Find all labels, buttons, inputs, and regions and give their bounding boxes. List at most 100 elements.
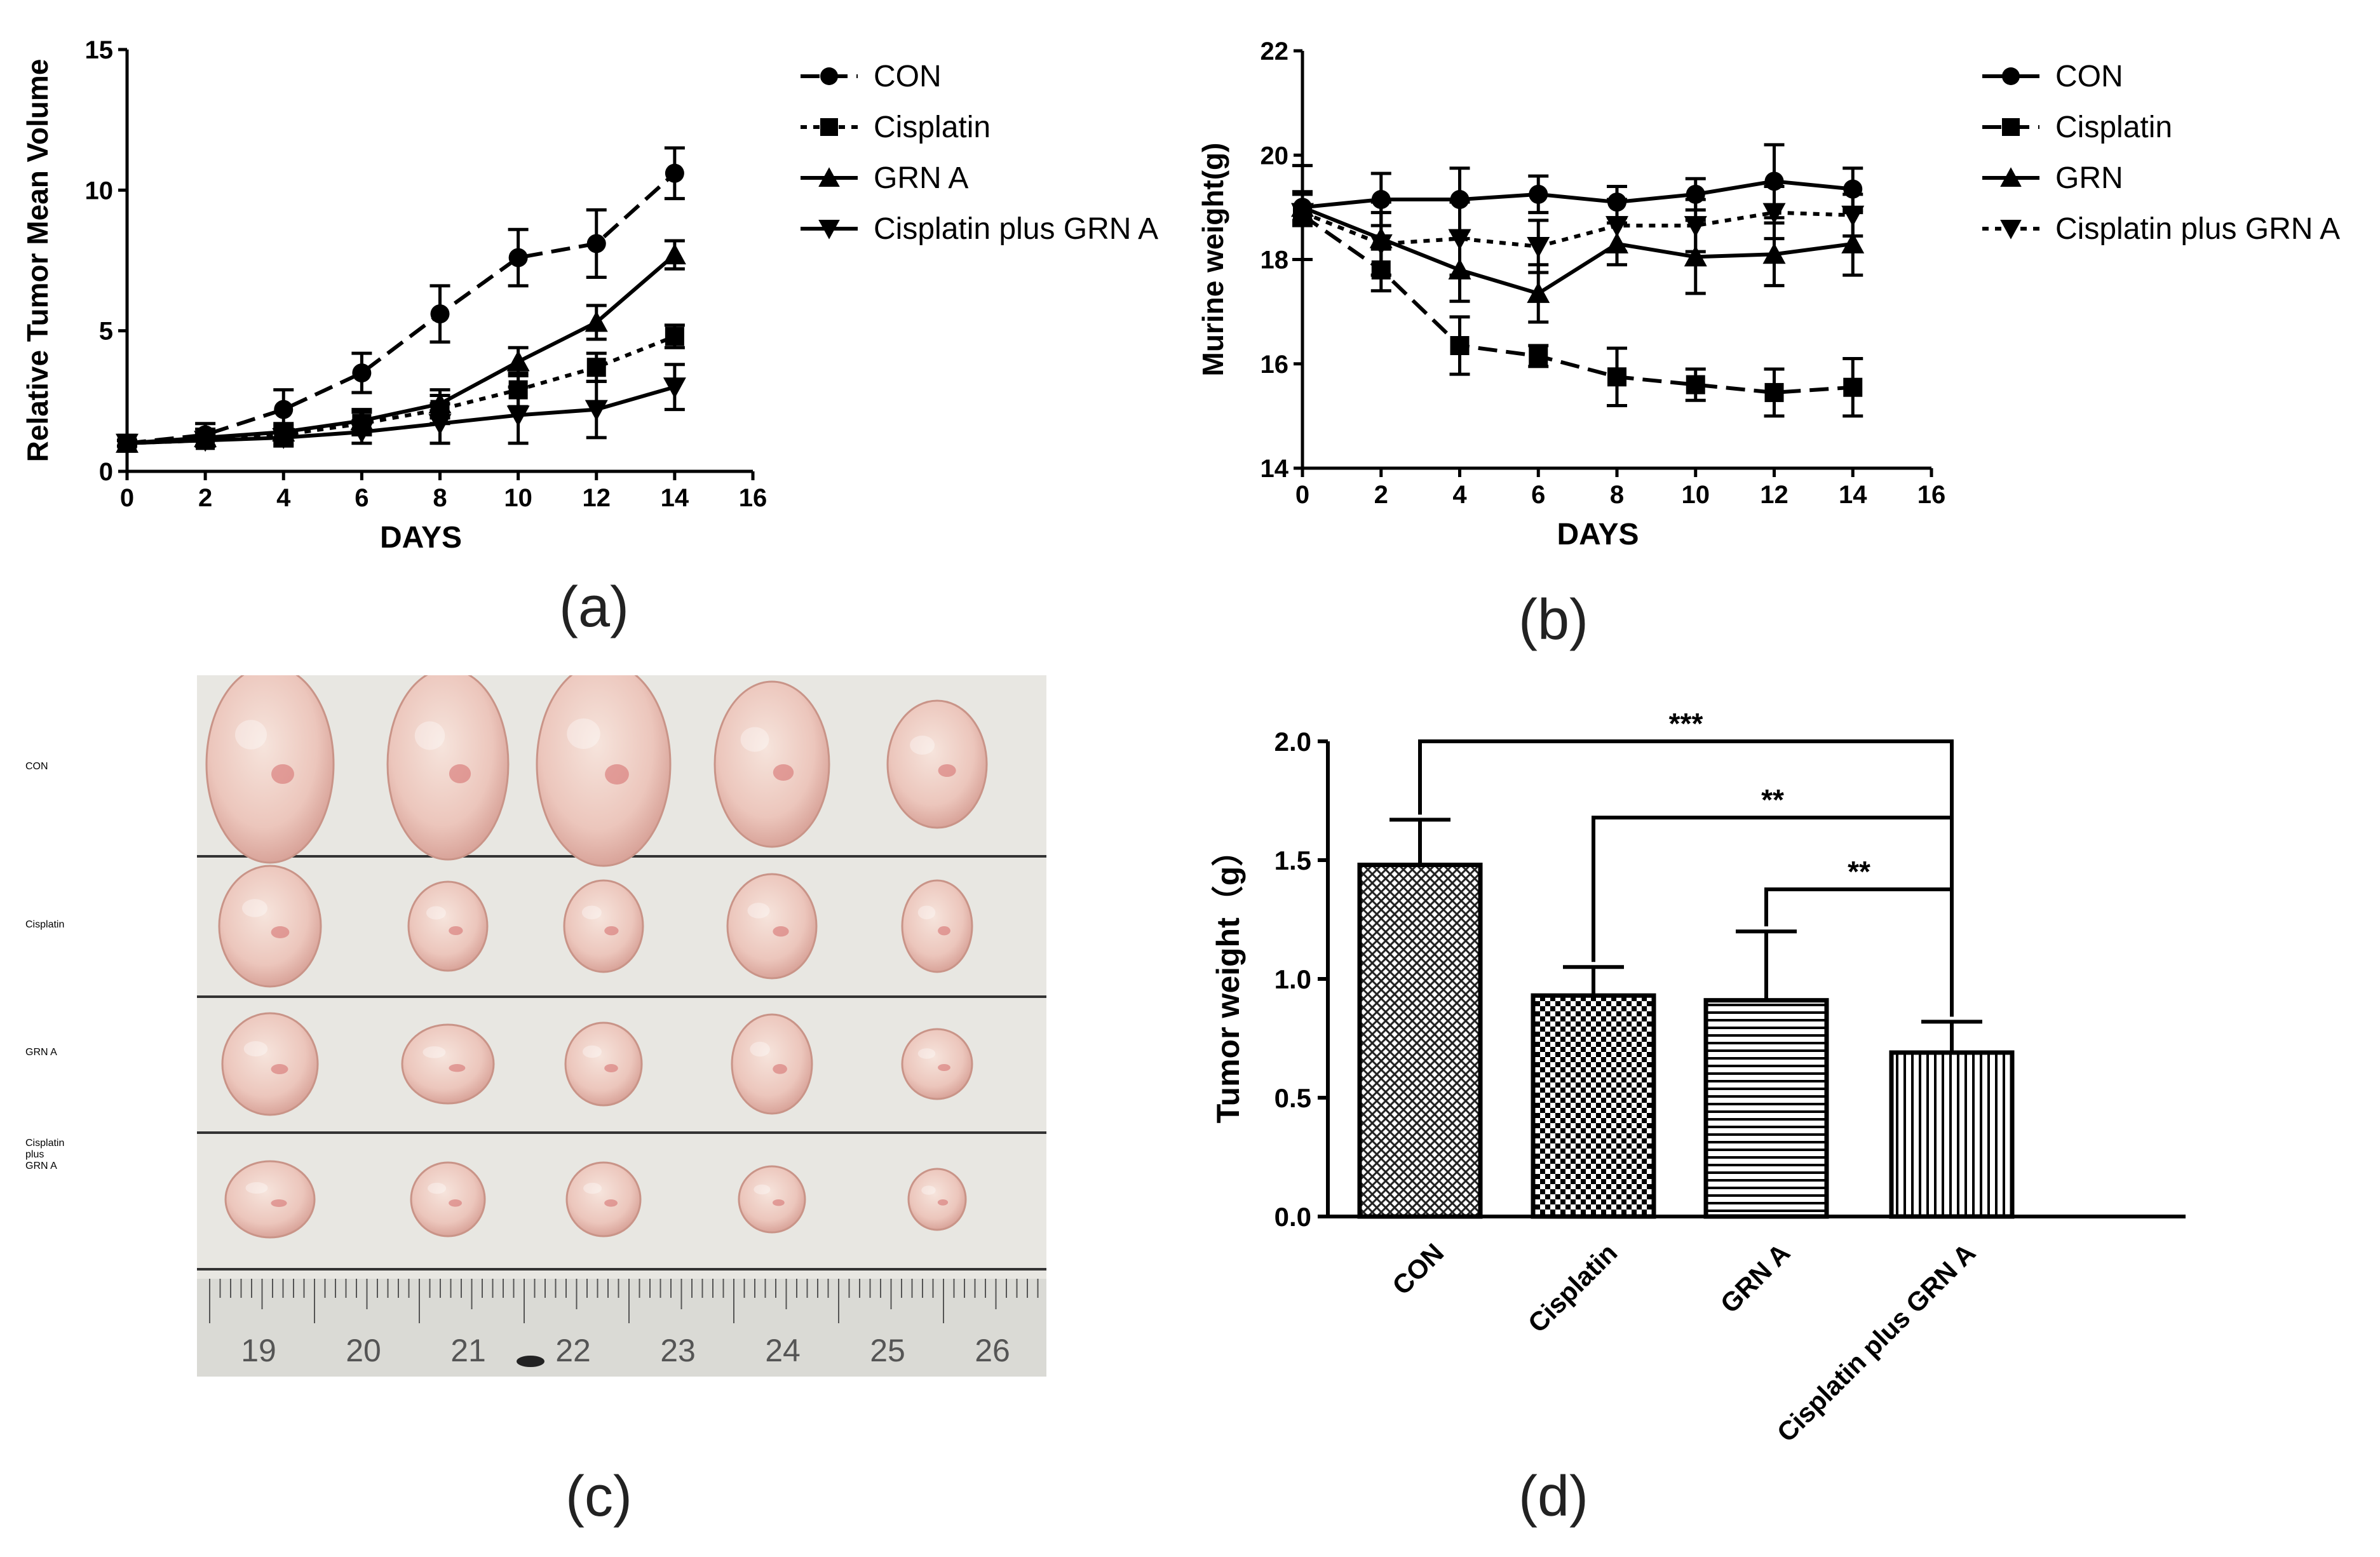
tumor-highlight	[910, 736, 935, 755]
x-tick-label: 2	[1374, 481, 1388, 509]
tumor-spot	[773, 1199, 785, 1206]
axes: 0 2 4 6 8 10 12 14 16 0 5 10 15 DAYS Relative Tumor Me…	[21, 36, 767, 555]
x-tick-label: 14	[1839, 481, 1867, 509]
series-0: CON	[117, 60, 942, 453]
tumor	[205, 675, 335, 864]
tumor-highlight	[428, 1182, 447, 1194]
ruler-number: 26	[975, 1333, 1010, 1368]
series-line	[1302, 179, 1853, 210]
series-line	[126, 253, 676, 445]
x-tick-label: CON	[1386, 1237, 1449, 1300]
tumor-spot	[773, 764, 794, 781]
tumor	[564, 1021, 643, 1107]
data-point	[1841, 232, 1865, 253]
tumor-body	[563, 879, 644, 973]
data-point	[116, 433, 139, 455]
tumor-highlight	[567, 718, 600, 749]
data-point	[1684, 216, 1707, 238]
tumor	[726, 873, 818, 980]
legend-marker	[820, 67, 838, 85]
tumor-spot	[271, 926, 290, 938]
row-label-line: CON	[25, 761, 48, 772]
significance: *******	[1418, 707, 1954, 1017]
significance-bracket	[1592, 816, 1954, 1017]
legend-marker	[2002, 67, 2020, 85]
row-label-line: GRN A	[25, 1047, 57, 1058]
tumor-highlight	[750, 1041, 770, 1057]
tumor-body	[901, 1028, 973, 1100]
bar-group-2: GRN A	[1703, 929, 1829, 1319]
photo-drawing: 19 20 21 22 23 24 25 26	[197, 675, 1046, 1377]
axes: 0 2 4 6 8 10 12 14 16 14 16 18 20 22 DAYS Murine weight…	[1196, 37, 1945, 551]
tumor-highlight	[581, 905, 602, 920]
tumor-spot	[604, 1199, 618, 1207]
data-point	[506, 405, 530, 427]
x-tick-label: 14	[661, 484, 689, 512]
series-3: Cisplatin plus GRN A	[1291, 164, 2340, 277]
tumor-spot	[938, 1064, 950, 1071]
series-line	[1301, 205, 1853, 296]
series-line	[1301, 210, 1853, 249]
y-tick-label: 0.5	[1275, 1083, 1311, 1113]
y-tick-label: 18	[1261, 246, 1289, 274]
data-point	[665, 163, 684, 183]
x-axis-title: DAYS	[380, 521, 462, 555]
tumor-highlight	[917, 905, 936, 920]
x-tick-label: 4	[1452, 481, 1467, 509]
x-tick-label: 10	[1682, 481, 1710, 509]
series-line	[1301, 213, 1853, 394]
x-tick-label: 12	[583, 484, 611, 512]
tumor-highlight	[414, 721, 445, 750]
ruler-number: 19	[241, 1333, 276, 1368]
significance-label: ***	[1669, 707, 1703, 740]
legend-label: CON	[2055, 60, 2123, 93]
y-tick-label: 16	[1261, 351, 1289, 379]
tumor	[218, 865, 322, 988]
x-tick-label: 6	[1531, 481, 1545, 509]
row-label-line: GRN A	[25, 1161, 57, 1171]
tumor-highlight	[583, 1182, 602, 1194]
tumor-body	[886, 699, 988, 829]
significance-label: **	[1761, 783, 1784, 816]
series-1: Cisplatin	[1292, 111, 2172, 418]
tumor	[901, 879, 973, 973]
data-point	[663, 377, 686, 399]
x-tick-label: 0	[1295, 481, 1309, 509]
y-tick-label: 20	[1261, 142, 1289, 170]
y-tick-label: 14	[1261, 455, 1289, 483]
data-point	[430, 304, 450, 324]
tumor	[731, 1013, 813, 1115]
legend-label: Cisplatin plus GRN A	[2055, 212, 2340, 246]
tumor-spot	[773, 926, 789, 937]
data-point	[1686, 375, 1705, 394]
tumor-spot	[449, 926, 463, 935]
significance-label: **	[1848, 855, 1870, 888]
ruler-number: 20	[346, 1333, 381, 1368]
bar	[1889, 1050, 2015, 1219]
data-point	[1369, 234, 1393, 255]
data-point	[1448, 229, 1471, 250]
chart-b: 0 2 4 6 8 10 12 14 16 14 16 18 20 22 DAYS Murine weight…	[1196, 37, 2340, 551]
series-line	[126, 385, 675, 445]
y-axis-title: Murine weight(g)	[1196, 143, 1229, 377]
data-point	[1450, 336, 1470, 356]
data-point	[665, 327, 684, 346]
tumor-spot	[937, 1199, 949, 1206]
tumor-body	[731, 1013, 813, 1115]
x-tick-label: 6	[355, 484, 368, 512]
legend-label: GRN A	[874, 161, 968, 195]
data-point	[350, 422, 374, 444]
data-point	[663, 243, 686, 265]
tumor	[563, 879, 644, 973]
tumor	[536, 675, 672, 867]
row-label-3: Cisplatin plus GRN A	[25, 1138, 64, 1172]
tumor-body	[726, 873, 818, 980]
y-tick-label: 22	[1261, 37, 1289, 65]
data-point	[274, 400, 294, 419]
data-point	[1450, 190, 1470, 210]
data-point	[1607, 367, 1626, 387]
legend-marker	[818, 167, 840, 187]
x-tick-label: GRN A	[1715, 1237, 1796, 1319]
x-axis-title: DAYS	[1557, 518, 1639, 551]
tumor-spot	[271, 1199, 287, 1207]
